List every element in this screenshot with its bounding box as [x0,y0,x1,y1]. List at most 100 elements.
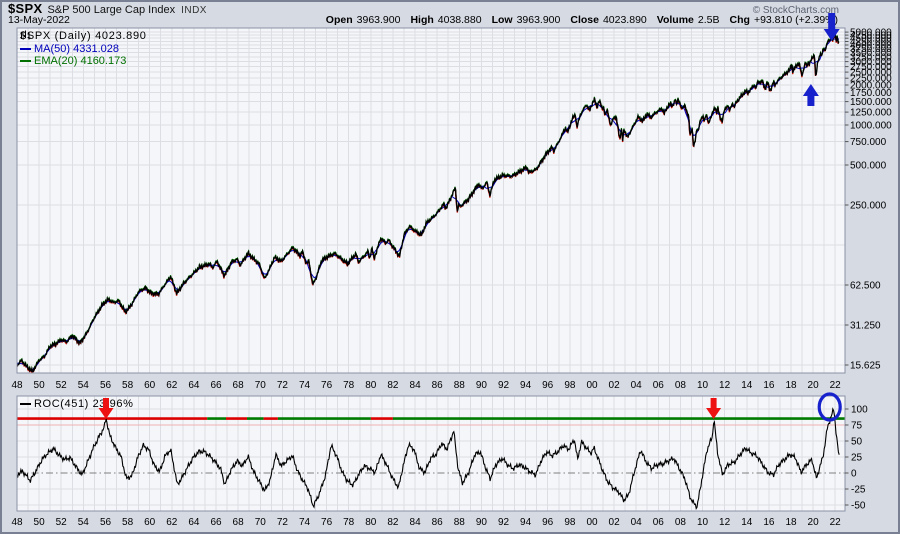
svg-text:04: 04 [631,517,643,528]
svg-text:78: 78 [343,517,355,528]
svg-text:48: 48 [11,380,23,391]
svg-text:52: 52 [56,517,68,528]
svg-text:84: 84 [410,517,422,528]
svg-text:12: 12 [719,517,731,528]
svg-text:72: 72 [277,517,289,528]
svg-text:2250.000: 2250.000 [850,74,892,85]
svg-text:52: 52 [56,380,68,391]
svg-text:14: 14 [741,380,753,391]
svg-text:82: 82 [387,380,399,391]
svg-text:06: 06 [653,380,665,391]
svg-text:88: 88 [454,380,466,391]
svg-text:86: 86 [432,380,444,391]
svg-text:92: 92 [498,380,510,391]
svg-text:58: 58 [122,517,134,528]
svg-text:56: 56 [100,380,112,391]
svg-text:96: 96 [542,517,554,528]
svg-text:4250.000: 4250.000 [850,37,892,48]
svg-text:98: 98 [564,517,576,528]
svg-text:68: 68 [233,517,245,528]
svg-text:14: 14 [741,517,753,528]
svg-text:12: 12 [719,380,731,391]
svg-text:0: 0 [851,468,857,479]
svg-text:92: 92 [498,517,510,528]
svg-text:08: 08 [675,380,687,391]
svg-text:02: 02 [609,380,621,391]
svg-text:90: 90 [476,517,488,528]
svg-text:2750.000: 2750.000 [850,62,892,73]
svg-text:50: 50 [34,380,46,391]
svg-text:88: 88 [454,517,466,528]
svg-text:64: 64 [188,380,200,391]
svg-text:1500.000: 1500.000 [850,97,892,108]
svg-text:1250.000: 1250.000 [850,108,892,119]
price-panel: 5000.0004750.0004500.0004250.0004000.000… [11,27,892,391]
svg-text:76: 76 [321,517,333,528]
svg-text:18: 18 [785,380,797,391]
svg-text:18: 18 [785,517,797,528]
svg-text:78: 78 [343,380,355,391]
svg-text:62: 62 [166,380,178,391]
svg-text:-50: -50 [851,500,866,511]
svg-text:1000.000: 1000.000 [850,120,892,131]
svg-text:4750.000: 4750.000 [850,31,892,42]
svg-text:3000.000: 3000.000 [850,57,892,68]
svg-text:250.000: 250.000 [850,200,887,211]
svg-text:25: 25 [851,452,863,463]
svg-text:82: 82 [387,517,399,528]
svg-text:500.000: 500.000 [850,160,887,171]
svg-text:16: 16 [763,517,775,528]
svg-text:90: 90 [476,380,488,391]
svg-text:64: 64 [188,517,200,528]
svg-text:62: 62 [166,517,178,528]
svg-text:4500.000: 4500.000 [850,34,892,45]
svg-text:70: 70 [255,380,267,391]
svg-text:00: 00 [586,517,598,528]
svg-text:54: 54 [78,517,90,528]
svg-text:80: 80 [365,380,377,391]
svg-text:3500.000: 3500.000 [850,48,892,59]
svg-text:4000.000: 4000.000 [850,40,892,51]
svg-text:72: 72 [277,380,289,391]
svg-text:75: 75 [851,420,863,431]
svg-text:750.000: 750.000 [850,137,887,148]
svg-text:08: 08 [675,517,687,528]
svg-text:60: 60 [144,380,156,391]
svg-text:20: 20 [808,517,820,528]
svg-text:2500.000: 2500.000 [850,68,892,79]
svg-text:3750.000: 3750.000 [850,44,892,55]
svg-text:66: 66 [210,517,222,528]
svg-text:66: 66 [210,380,222,391]
svg-text:10: 10 [697,380,709,391]
svg-text:60: 60 [144,517,156,528]
svg-text:48: 48 [11,517,23,528]
svg-text:58: 58 [122,380,134,391]
svg-text:22: 22 [830,517,842,528]
svg-text:3250.000: 3250.000 [850,52,892,63]
roc-panel: 100 75 50 25 0 -25 -50 48 50 52 54 56 58 60 62 64 66 68 70… [11,395,868,528]
svg-text:1750.000: 1750.000 [850,88,892,99]
svg-text:2000.000: 2000.000 [850,80,892,91]
svg-text:56: 56 [100,517,112,528]
svg-text:86: 86 [432,517,444,528]
svg-text:50: 50 [34,517,46,528]
svg-text:98: 98 [564,380,576,391]
svg-text:04: 04 [631,380,643,391]
svg-text:94: 94 [520,380,532,391]
svg-text:20: 20 [808,380,820,391]
svg-text:06: 06 [653,517,665,528]
svg-text:54: 54 [78,380,90,391]
svg-text:5000.000: 5000.000 [850,28,892,39]
svg-text:02: 02 [609,517,621,528]
svg-text:00: 00 [586,380,598,391]
svg-text:68: 68 [233,380,245,391]
svg-text:70: 70 [255,517,267,528]
svg-text:31.250: 31.250 [850,320,881,331]
svg-text:50: 50 [851,436,863,447]
svg-text:16: 16 [763,380,775,391]
svg-text:10: 10 [697,517,709,528]
svg-text:-25: -25 [851,484,866,495]
svg-text:76: 76 [321,380,333,391]
